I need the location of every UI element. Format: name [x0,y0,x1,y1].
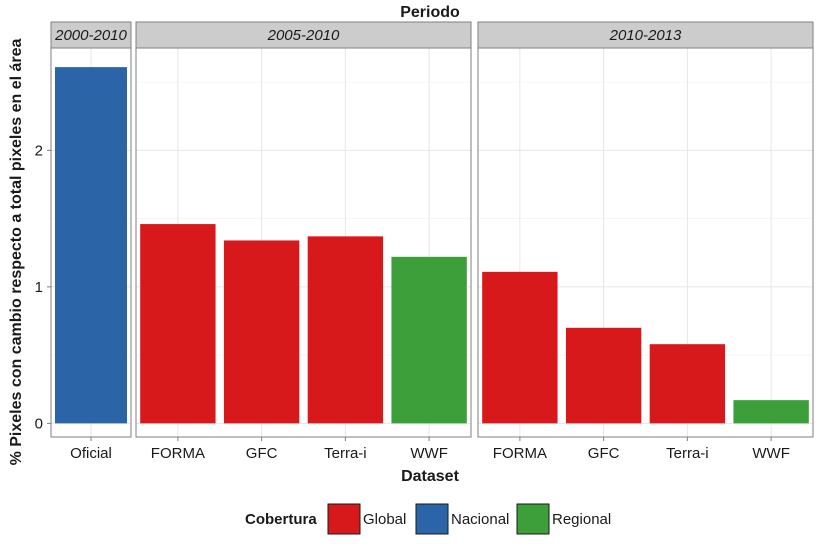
bar-forma [140,224,216,424]
legend-label-global: Global [363,511,406,528]
legend-label-regional: Regional [552,511,611,528]
facet-border [477,47,814,438]
x-tick-label: GFC [588,445,620,462]
facet-strip-label: 2000-2010 [54,27,127,44]
bar-terra-i [649,344,726,424]
bar-gfc [223,240,300,424]
x-tick-label: GFC [246,445,278,462]
x-tick-label: WWF [410,445,447,462]
y-tick-label: 0 [35,415,43,432]
x-tick-label: Terra-i [324,445,367,462]
legend-key-global [327,503,361,535]
y-tick-label: 1 [35,279,43,296]
legend-key-nacional [415,503,449,535]
legend-title: Cobertura [245,511,317,528]
x-tick-label: FORMA [493,445,547,462]
bar-gfc [565,327,642,424]
legend-key-regional [516,503,550,535]
chart-title: Periodo [400,4,460,21]
legend: Cobertura Global Nacional Regional [245,503,611,535]
y-axis-title: % Pixeles con cambio respecto a total pi… [8,38,25,465]
x-tick-label: Terra-i [666,445,709,462]
facet-strip [135,21,472,49]
facet-border [135,47,472,438]
facet-panel-2010-2013: 2010-2013 FORMA GFC Terra-i WWF [477,21,814,462]
x-tick-label: WWF [752,445,789,462]
facet-strip [50,21,132,49]
facet-panel-2000-2010: 2000-2010 Oficial [50,21,132,462]
bar-wwf [391,256,467,424]
legend-label-nacional: Nacional [451,511,509,528]
facet-strip [477,21,814,49]
bar-forma [482,271,558,424]
facet-strip-label: 2010-2013 [609,27,682,44]
x-tick-label: FORMA [151,445,205,462]
y-axis: 0 1 2 [35,142,51,432]
bar-wwf [733,400,809,424]
bar-terra-i [307,236,384,424]
y-tick-label: 2 [35,142,43,159]
bar-oficial [55,67,127,424]
facet-panel-2005-2010: 2005-2010 FORMA GFC Terra-i WWF [135,21,472,462]
facets-layer: 2000-2010 Oficial 2005-2010 FORMA GFC Terra-i… [50,21,814,462]
facet-strip-label: 2005-2010 [267,27,340,44]
x-axis-title: Dataset [401,468,459,485]
x-tick-label: Oficial [70,445,112,462]
